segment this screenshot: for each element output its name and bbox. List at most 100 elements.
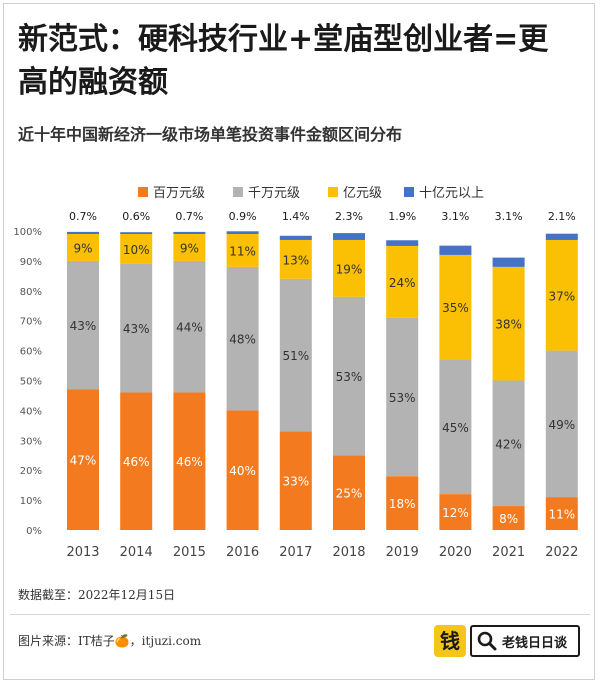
y-tick-label: 10%: [20, 496, 42, 507]
data-label: 1.4%: [282, 210, 310, 223]
bar-segment: [173, 233, 206, 261]
data-label: 43%: [123, 322, 150, 336]
bar-segment: [492, 257, 525, 267]
image-credit: 图片来源：IT桔子🍊，itjuzi.com: [18, 634, 202, 648]
bar-segment: [173, 260, 206, 393]
bar-segment: [333, 455, 365, 530]
x-tick-label: 2015: [173, 545, 206, 560]
y-tick-label: 0%: [26, 526, 42, 537]
bar-segment: [120, 263, 153, 393]
bar-segment: [492, 266, 525, 381]
bar-segment: [386, 317, 419, 477]
search-icon: [477, 631, 497, 651]
bar-segment: [120, 233, 153, 264]
bar-segment: [226, 231, 259, 234]
legend-swatch: [138, 187, 148, 197]
legend-swatch: [328, 187, 338, 197]
bar-segment: [67, 260, 99, 390]
data-label: 11%: [229, 244, 256, 258]
bar-segment: [439, 254, 472, 360]
legend-label: 百万元级: [153, 186, 205, 201]
bar-segment: [67, 231, 99, 234]
bar-segment: [545, 350, 578, 498]
bar-segment: [386, 245, 419, 318]
data-label: 0.9%: [229, 210, 257, 223]
data-label: 51%: [282, 349, 309, 363]
data-label: 0.6%: [122, 210, 150, 223]
data-label: 44%: [176, 321, 203, 335]
data-label: 0.7%: [175, 210, 203, 223]
data-label: 49%: [548, 418, 575, 432]
x-tick-label: 2016: [226, 545, 259, 560]
data-label: 18%: [389, 497, 416, 511]
data-label: 24%: [389, 276, 416, 290]
data-label: 11%: [548, 508, 575, 522]
stacked-bar-chart: 百万元级 千万元级 亿元级 十亿元以上 0% 10% 20% 30% 40% 50% 60% 70% 8…: [13, 186, 578, 560]
data-label: 46%: [176, 455, 203, 469]
bar-segment: [386, 240, 419, 246]
bar-segment: [279, 431, 312, 530]
bar-segment: [386, 476, 419, 530]
bar-segment: [279, 278, 312, 432]
legend-swatch: [404, 187, 414, 197]
data-label: 3.1%: [441, 210, 469, 223]
bar-segment: [439, 359, 472, 495]
brand-name: 老钱日日谈: [502, 636, 568, 651]
data-label: 43%: [70, 319, 97, 333]
data-label: 47%: [70, 454, 97, 468]
data-label: 19%: [336, 262, 363, 276]
bar-segment: [226, 266, 259, 411]
data-label: 8%: [499, 512, 518, 526]
x-tick-label: 2014: [120, 545, 153, 560]
x-tick-label: 2013: [66, 545, 99, 560]
legend-label: 亿元级: [343, 186, 382, 201]
data-label: 33%: [282, 475, 309, 489]
chart-subtitle: 近十年中国新经济一级市场单笔投资事件金额区间分布: [18, 125, 403, 144]
y-tick-label: 100%: [13, 227, 42, 238]
bar-segment: [545, 239, 578, 351]
data-label: 10%: [123, 243, 150, 257]
data-label: 13%: [282, 253, 309, 267]
bar-segment: [333, 233, 365, 240]
x-tick-label: 2017: [279, 545, 312, 560]
data-label: 53%: [336, 370, 363, 384]
data-label: 2.1%: [548, 210, 576, 223]
bar-segment: [333, 239, 365, 297]
y-tick-label: 30%: [20, 436, 42, 447]
data-label: 42%: [495, 437, 522, 451]
data-label: 45%: [442, 421, 469, 435]
y-tick-label: 40%: [20, 406, 42, 417]
data-label: 0.7%: [69, 210, 97, 223]
y-tick-label: 50%: [20, 377, 42, 388]
data-label: 1.9%: [388, 210, 416, 223]
data-label: 35%: [442, 301, 469, 315]
x-tick-label: 2020: [439, 545, 472, 560]
y-tick-label: 20%: [20, 466, 42, 477]
data-label: 48%: [229, 333, 256, 347]
x-tick-label: 2019: [386, 545, 419, 560]
data-label: 53%: [389, 391, 416, 405]
data-label: 12%: [442, 506, 469, 520]
bar-segment: [226, 410, 259, 530]
bar-segment: [439, 494, 472, 530]
x-tick-label: 2021: [492, 545, 525, 560]
bar-segment: [439, 245, 472, 255]
bar-segment: [226, 233, 259, 267]
data-label: 2.3%: [335, 210, 363, 223]
bar-segment: [120, 232, 153, 234]
data-label: 37%: [548, 289, 575, 303]
bar-segment: [545, 233, 578, 240]
x-tick-label: 2018: [332, 545, 365, 560]
bar-segment: [67, 233, 99, 261]
brand-logo: 钱: [434, 625, 466, 657]
bar-segment: [173, 231, 206, 234]
legend-label: 十亿元以上: [419, 186, 484, 201]
y-tick-label: 90%: [20, 257, 42, 268]
data-label: 46%: [123, 455, 150, 469]
y-tick-label: 80%: [20, 287, 42, 298]
legend-label: 千万元级: [248, 186, 300, 201]
image-frame: [3, 3, 595, 680]
brand-search-box[interactable]: 老钱日日谈: [470, 625, 580, 657]
data-cutoff-note: 数据截至：2022年12月15日: [18, 588, 176, 602]
footer-divider: [10, 614, 590, 615]
